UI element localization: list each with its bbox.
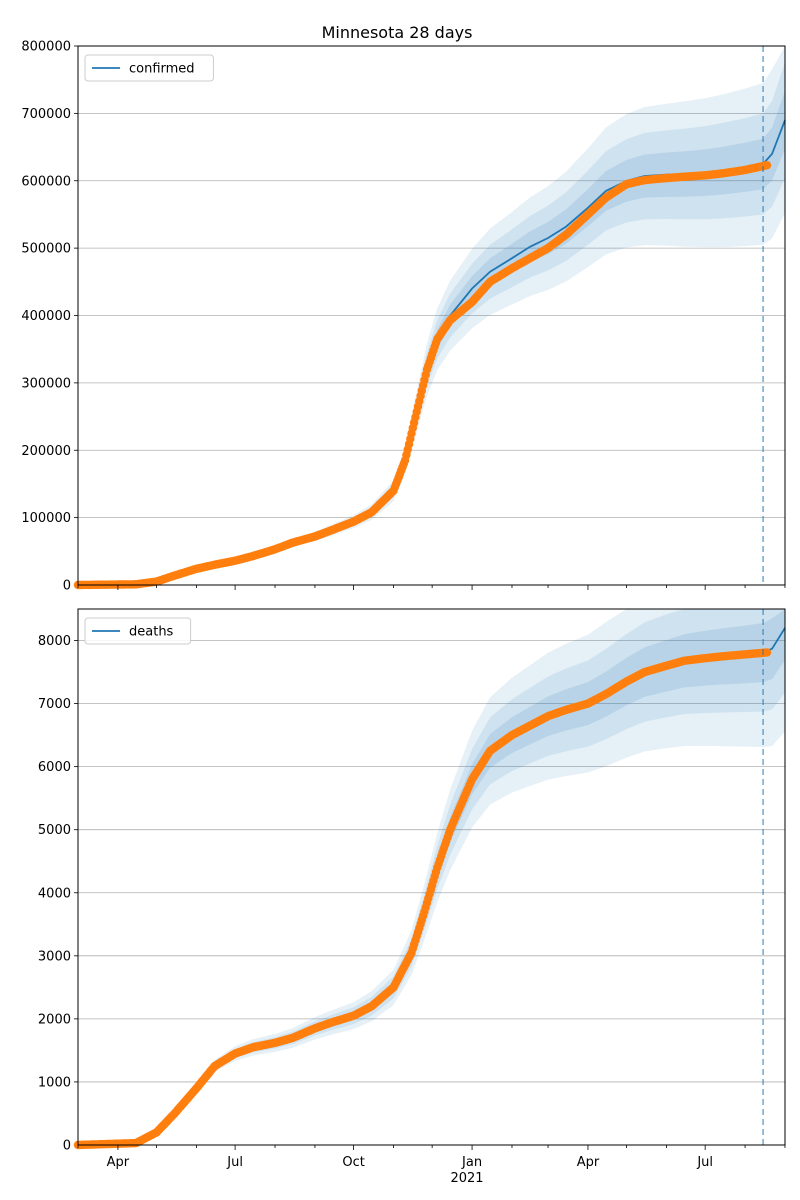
legend-label: deaths xyxy=(129,625,174,640)
plot-frame xyxy=(77,45,786,586)
y-tick-label: 3000 xyxy=(38,949,71,964)
y-tick-label: 1000 xyxy=(38,1075,71,1090)
x-tick-label: Oct xyxy=(342,1155,364,1170)
y-tick-label: 5000 xyxy=(38,823,71,838)
observed-point xyxy=(762,161,772,170)
x-axis: Apr Jul Oct Jan Apr Jul xyxy=(107,1155,713,1170)
x-tick-label: Apr xyxy=(107,1155,130,1170)
uncertainty-band xyxy=(78,46,785,585)
x-tick-label: Jul xyxy=(696,1155,713,1170)
y-tick-label: 8000 xyxy=(38,634,71,649)
y-tick-label: 500000 xyxy=(21,242,71,257)
x-tick-label: Apr xyxy=(577,1155,600,1170)
uncertainty-band xyxy=(78,609,785,1145)
y-tick-label: 4000 xyxy=(38,886,71,901)
legend-box xyxy=(84,617,192,645)
y-tick-label: 7000 xyxy=(38,697,71,712)
deaths-panel: 0 1000 2000 3000 4000 5000 6000 7000 8000 deaths xyxy=(38,608,786,1154)
y-tick-label: 400000 xyxy=(21,309,71,324)
plot-frame xyxy=(77,608,786,1146)
x-tick-label: Jul xyxy=(226,1155,243,1170)
legend: deaths xyxy=(84,617,192,645)
x-tick-label: Jan xyxy=(461,1155,482,1170)
y-tick-label: 700000 xyxy=(21,107,71,122)
y-tick-label: 200000 xyxy=(21,444,71,459)
y-tick-label: 100000 xyxy=(21,511,71,526)
y-tick-label: 0 xyxy=(63,579,71,594)
y-tick-label: 6000 xyxy=(38,760,71,775)
legend: confirmed xyxy=(84,54,214,82)
y-tick-label: 600000 xyxy=(21,174,71,189)
figure-title: Minnesota 28 days xyxy=(322,23,473,42)
y-tick-label: 2000 xyxy=(38,1012,71,1027)
confirmed-panel: 0 100000 200000 300000 400000 500000 600000 700… xyxy=(21,40,786,594)
uncertainty-band xyxy=(78,62,785,585)
x-axis-year-label: 2021 xyxy=(450,1171,483,1186)
legend-box xyxy=(84,54,214,82)
y-tick-label: 300000 xyxy=(21,376,71,391)
observed-point xyxy=(762,648,772,657)
y-tick-label: 0 xyxy=(63,1139,71,1154)
legend-label: confirmed xyxy=(129,62,195,77)
y-tick-label: 800000 xyxy=(21,40,71,55)
